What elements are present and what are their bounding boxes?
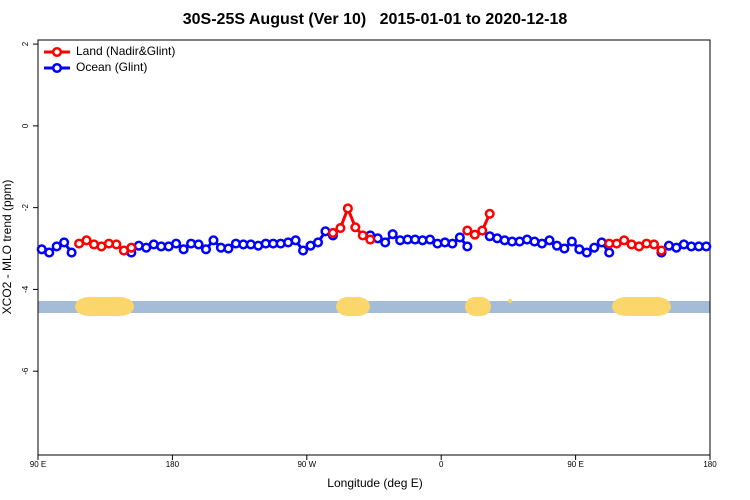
y-tick-label: -2 <box>21 204 30 212</box>
data-point <box>380 237 391 248</box>
data-point <box>469 229 480 240</box>
legend-marker <box>51 46 63 58</box>
data-point <box>701 241 712 252</box>
data-point <box>365 234 376 245</box>
legend-marker <box>51 62 63 74</box>
data-point <box>342 203 353 214</box>
data-point <box>59 237 70 248</box>
data-point <box>581 247 592 258</box>
legend-label: Ocean (Glint) <box>76 60 147 74</box>
data-point <box>424 234 436 245</box>
data-point <box>290 235 301 246</box>
data-point <box>656 245 667 256</box>
chart-title: 30S-25S August (Ver 10) 2015-01-01 to 20… <box>183 11 568 28</box>
x-tick-label: 180 <box>166 460 180 469</box>
data-point <box>81 235 92 246</box>
data-point <box>544 235 555 246</box>
x-tick-label: 90 W <box>297 460 316 469</box>
data-point <box>387 229 398 240</box>
legend-label: Land (Nadir&Glint) <box>76 44 175 58</box>
data-point <box>335 223 346 234</box>
data-point <box>200 244 212 255</box>
y-tick-label: -6 <box>21 367 30 375</box>
data-point <box>559 243 570 254</box>
data-point <box>447 238 458 249</box>
land-ocean-mask <box>38 297 710 316</box>
data-point <box>484 208 495 219</box>
data-point <box>44 247 55 258</box>
data-point <box>350 222 361 233</box>
data-point <box>477 225 488 236</box>
data-point <box>357 230 368 241</box>
x-tick-label: 90 E <box>30 460 46 469</box>
data-point <box>223 243 234 254</box>
x-tick-label: 0 <box>439 460 444 469</box>
data-point <box>462 241 473 252</box>
y-axis-label: XCO2 - MLO trend (ppm) <box>0 180 14 315</box>
data-point <box>312 237 324 248</box>
data-point <box>454 232 465 243</box>
data-point <box>604 247 615 258</box>
data-point <box>178 244 189 255</box>
data-point <box>648 239 660 250</box>
x-tick-label: 180 <box>703 460 717 469</box>
y-tick-label: 0 <box>21 123 30 128</box>
data-point <box>51 241 62 252</box>
data-point <box>111 239 122 250</box>
data-point <box>462 225 473 236</box>
data-point <box>566 236 577 247</box>
data-point <box>66 247 77 258</box>
x-tick-label: 90 E <box>567 460 583 469</box>
data-point <box>171 238 182 249</box>
y-tick-label: 2 <box>21 41 30 46</box>
x-axis-label: Longitude (deg E) <box>327 476 422 490</box>
data-point <box>193 239 204 250</box>
data-point <box>619 235 630 246</box>
data-point <box>327 227 338 239</box>
y-tick-label: -4 <box>21 285 30 293</box>
data-point <box>298 245 309 256</box>
data-point <box>208 235 219 246</box>
data-point <box>589 242 600 253</box>
data-point <box>126 242 137 253</box>
